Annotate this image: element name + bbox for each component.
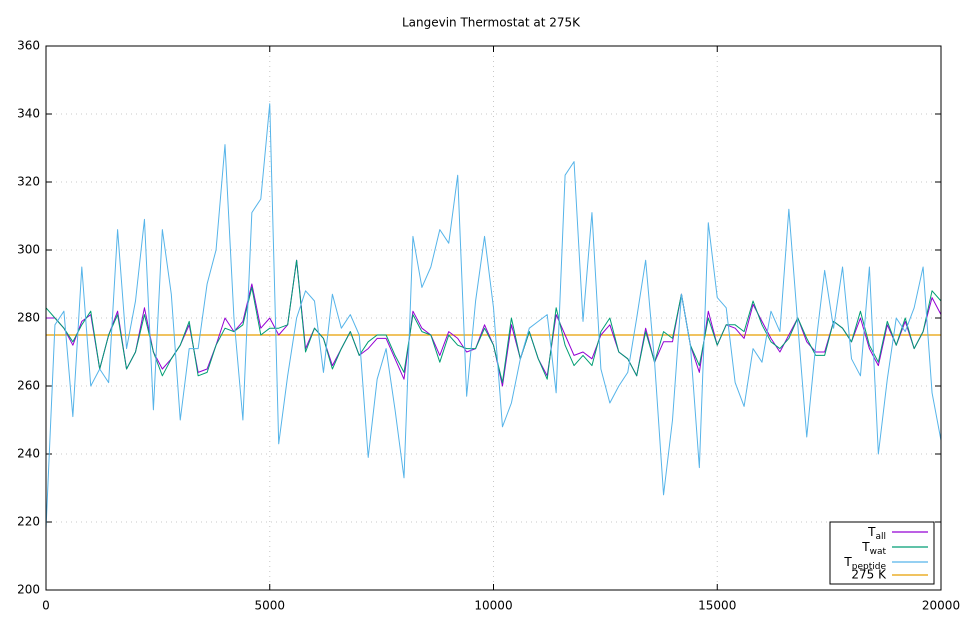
x-tick-label: 10000	[474, 599, 512, 613]
y-tick-label: 200	[17, 583, 40, 597]
legend-label: Twat	[861, 540, 886, 557]
legend-subscript: peptide	[852, 562, 887, 572]
chart-title: Langevin Thermostat at 275K	[402, 16, 581, 30]
legend-label: 275 K	[851, 568, 887, 582]
legend-name: T	[861, 540, 870, 554]
y-tick-label: 300	[17, 243, 40, 257]
x-tick-label: 5000	[254, 599, 285, 613]
y-tick-label: 240	[17, 447, 40, 461]
y-tick-label: 320	[17, 175, 40, 189]
plot-frame	[45, 45, 942, 591]
series-line	[45, 103, 942, 529]
y-tick-label: 360	[17, 39, 40, 53]
y-tick-label: 340	[17, 107, 40, 121]
legend-label: Tall	[867, 525, 886, 542]
legend-subscript: all	[875, 532, 886, 542]
x-tick-label: 20000	[922, 599, 960, 613]
legend-name: T	[843, 555, 852, 569]
y-tick-label: 260	[17, 379, 40, 393]
legend-subscript: wat	[870, 547, 887, 557]
x-tick-label: 0	[42, 599, 50, 613]
y-tick-label: 280	[17, 311, 40, 325]
series-line	[46, 259, 942, 387]
legend-name: T	[867, 525, 876, 539]
x-tick-label: 15000	[698, 599, 736, 613]
y-tick-label: 220	[17, 515, 40, 529]
series-line	[45, 259, 942, 384]
legend-label: Tpeptide	[843, 555, 886, 572]
